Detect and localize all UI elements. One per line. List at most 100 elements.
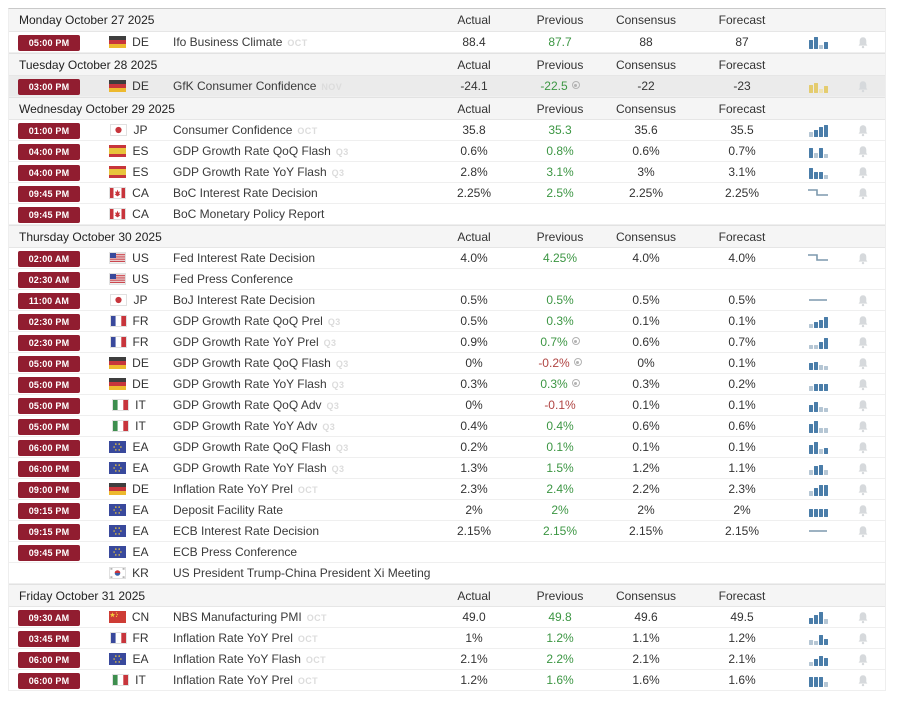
event-row[interactable]: 09:45 PM CA BoC Monetary Policy Report bbox=[9, 204, 885, 225]
event-link[interactable]: GDP Growth Rate QoQ Flash bbox=[173, 440, 331, 454]
event-link[interactable]: Inflation Rate YoY Prel bbox=[173, 482, 293, 496]
bell-notification-icon[interactable] bbox=[841, 420, 885, 433]
event-row[interactable]: 05:00 PM IT GDP Growth Rate QoQ Adv Q3 0%… bbox=[9, 395, 885, 416]
bell-notification-icon[interactable] bbox=[841, 483, 885, 496]
event-link[interactable]: GfK Consumer Confidence bbox=[173, 79, 317, 93]
sparkline-chart-icon[interactable] bbox=[795, 674, 841, 687]
event-row[interactable]: 05:00 PM DE Ifo Business Climate OCT 88.4… bbox=[9, 32, 885, 53]
event-link[interactable]: Fed Interest Rate Decision bbox=[173, 251, 316, 265]
event-row[interactable]: 06:00 PM EA GDP Growth Rate YoY Flash Q3 … bbox=[9, 458, 885, 479]
event-row[interactable]: 02:00 AM US Fed Interest Rate Decision 4… bbox=[9, 248, 885, 269]
event-row[interactable]: 02:30 PM FR GDP Growth Rate QoQ Prel Q3 0… bbox=[9, 311, 885, 332]
event-link[interactable]: Inflation Rate YoY Flash bbox=[173, 652, 301, 666]
sparkline-chart-icon[interactable] bbox=[795, 525, 841, 537]
event-row[interactable]: 02:30 PM FR GDP Growth Rate YoY Prel Q3 0… bbox=[9, 332, 885, 353]
event-row[interactable]: 09:45 PM CA BoC Interest Rate Decision 2… bbox=[9, 183, 885, 204]
event-link[interactable]: GDP Growth Rate QoQ Flash bbox=[173, 144, 331, 158]
sparkline-chart-icon[interactable] bbox=[795, 504, 841, 517]
event-link[interactable]: Consumer Confidence bbox=[173, 123, 293, 137]
event-row[interactable]: 04:00 PM ES GDP Growth Rate QoQ Flash Q3 … bbox=[9, 141, 885, 162]
sparkline-chart-icon[interactable] bbox=[795, 357, 841, 370]
event-row[interactable]: 06:00 PM EA Inflation Rate YoY Flash OCT … bbox=[9, 649, 885, 670]
event-link[interactable]: ECB Press Conference bbox=[173, 545, 298, 559]
bell-notification-icon[interactable] bbox=[841, 166, 885, 179]
event-row[interactable]: 03:00 PM DE GfK Consumer Confidence NOV -… bbox=[9, 76, 885, 97]
sparkline-chart-icon[interactable] bbox=[795, 653, 841, 666]
bell-notification-icon[interactable] bbox=[841, 252, 885, 265]
bell-notification-icon[interactable] bbox=[841, 294, 885, 307]
bell-notification-icon[interactable] bbox=[841, 674, 885, 687]
bell-notification-icon[interactable] bbox=[841, 336, 885, 349]
event-row[interactable]: 04:00 PM ES GDP Growth Rate YoY Flash Q3 … bbox=[9, 162, 885, 183]
event-row[interactable]: KR US President Trump-China President Xi… bbox=[9, 563, 885, 584]
sparkline-chart-icon[interactable] bbox=[795, 187, 841, 199]
bell-notification-icon[interactable] bbox=[841, 611, 885, 624]
event-link[interactable]: Inflation Rate YoY Prel bbox=[173, 673, 293, 687]
sparkline-chart-icon[interactable] bbox=[795, 36, 841, 49]
sparkline-chart-icon[interactable] bbox=[795, 80, 841, 93]
bell-notification-icon[interactable] bbox=[841, 357, 885, 370]
event-row[interactable]: 05:00 PM IT GDP Growth Rate YoY Adv Q3 0.… bbox=[9, 416, 885, 437]
bell-notification-icon[interactable] bbox=[841, 36, 885, 49]
event-link[interactable]: BoC Interest Rate Decision bbox=[173, 186, 318, 200]
event-link[interactable]: GDP Growth Rate YoY Adv bbox=[173, 419, 318, 433]
bell-notification-icon[interactable] bbox=[841, 653, 885, 666]
event-row[interactable]: 01:00 PM JP Consumer Confidence OCT 35.8 … bbox=[9, 120, 885, 141]
bell-notification-icon[interactable] bbox=[841, 632, 885, 645]
event-link[interactable]: GDP Growth Rate QoQ Flash bbox=[173, 356, 331, 370]
event-link[interactable]: GDP Growth Rate YoY Flash bbox=[173, 461, 327, 475]
sparkline-chart-icon[interactable] bbox=[795, 294, 841, 306]
event-link[interactable]: Fed Press Conference bbox=[173, 272, 294, 286]
bell-notification-icon[interactable] bbox=[841, 399, 885, 412]
event-link[interactable]: GDP Growth Rate YoY Prel bbox=[173, 335, 319, 349]
bell-notification-icon[interactable] bbox=[841, 80, 885, 93]
sparkline-chart-icon[interactable] bbox=[795, 632, 841, 645]
event-row[interactable]: 09:30 AM CN NBS Manufacturing PMI OCT 49.… bbox=[9, 607, 885, 628]
event-row[interactable]: 09:15 PM EA Deposit Facility Rate 2% 2% … bbox=[9, 500, 885, 521]
sparkline-chart-icon[interactable] bbox=[795, 483, 841, 496]
sparkline-chart-icon[interactable] bbox=[795, 166, 841, 179]
bell-notification-icon[interactable] bbox=[841, 504, 885, 517]
bell-notification-icon[interactable] bbox=[841, 145, 885, 158]
sparkline-chart-icon[interactable] bbox=[795, 315, 841, 328]
event-row[interactable]: 05:00 PM DE GDP Growth Rate QoQ Flash Q3 … bbox=[9, 353, 885, 374]
sparkline-chart-icon[interactable] bbox=[795, 611, 841, 624]
event-row[interactable]: 05:00 PM DE GDP Growth Rate YoY Flash Q3 … bbox=[9, 374, 885, 395]
event-row[interactable]: 09:15 PM EA ECB Interest Rate Decision 2… bbox=[9, 521, 885, 542]
bell-notification-icon[interactable] bbox=[841, 378, 885, 391]
event-link[interactable]: BoC Monetary Policy Report bbox=[173, 207, 325, 221]
event-link[interactable]: Ifo Business Climate bbox=[173, 35, 283, 49]
sparkline-chart-icon[interactable] bbox=[795, 336, 841, 349]
event-row[interactable]: 11:00 AM JP BoJ Interest Rate Decision 0… bbox=[9, 290, 885, 311]
event-row[interactable]: 02:30 AM US Fed Press Conference bbox=[9, 269, 885, 290]
event-link[interactable]: Deposit Facility Rate bbox=[173, 503, 284, 517]
bell-notification-icon[interactable] bbox=[841, 187, 885, 200]
event-link[interactable]: ECB Interest Rate Decision bbox=[173, 524, 320, 538]
sparkline-chart-icon[interactable] bbox=[795, 378, 841, 391]
bell-notification-icon[interactable] bbox=[841, 462, 885, 475]
sparkline-chart-icon[interactable] bbox=[795, 399, 841, 412]
event-link[interactable]: GDP Growth Rate YoY Flash bbox=[173, 165, 327, 179]
sparkline-chart-icon[interactable] bbox=[795, 420, 841, 433]
event-link[interactable]: GDP Growth Rate QoQ Adv bbox=[173, 398, 322, 412]
event-row[interactable]: 09:45 PM EA ECB Press Conference bbox=[9, 542, 885, 563]
event-row[interactable]: 06:00 PM IT Inflation Rate YoY Prel OCT 1… bbox=[9, 670, 885, 691]
event-link[interactable]: GDP Growth Rate QoQ Prel bbox=[173, 314, 323, 328]
sparkline-chart-icon[interactable] bbox=[795, 124, 841, 137]
bell-notification-icon[interactable] bbox=[841, 441, 885, 454]
event-link[interactable]: Inflation Rate YoY Prel bbox=[173, 631, 293, 645]
event-link[interactable]: US President Trump-China President Xi Me… bbox=[173, 566, 431, 580]
sparkline-chart-icon[interactable] bbox=[795, 145, 841, 158]
event-link[interactable]: NBS Manufacturing PMI bbox=[173, 610, 302, 624]
event-row[interactable]: 03:45 PM FR Inflation Rate YoY Prel OCT 1… bbox=[9, 628, 885, 649]
sparkline-chart-icon[interactable] bbox=[795, 462, 841, 475]
sparkline-chart-icon[interactable] bbox=[795, 252, 841, 264]
bell-notification-icon[interactable] bbox=[841, 525, 885, 538]
event-link[interactable]: BoJ Interest Rate Decision bbox=[173, 293, 316, 307]
event-row[interactable]: 09:00 PM DE Inflation Rate YoY Prel OCT 2… bbox=[9, 479, 885, 500]
event-row[interactable]: 06:00 PM EA GDP Growth Rate QoQ Flash Q3 … bbox=[9, 437, 885, 458]
event-link[interactable]: GDP Growth Rate YoY Flash bbox=[173, 377, 327, 391]
sparkline-chart-icon[interactable] bbox=[795, 441, 841, 454]
bell-notification-icon[interactable] bbox=[841, 124, 885, 137]
bell-notification-icon[interactable] bbox=[841, 315, 885, 328]
